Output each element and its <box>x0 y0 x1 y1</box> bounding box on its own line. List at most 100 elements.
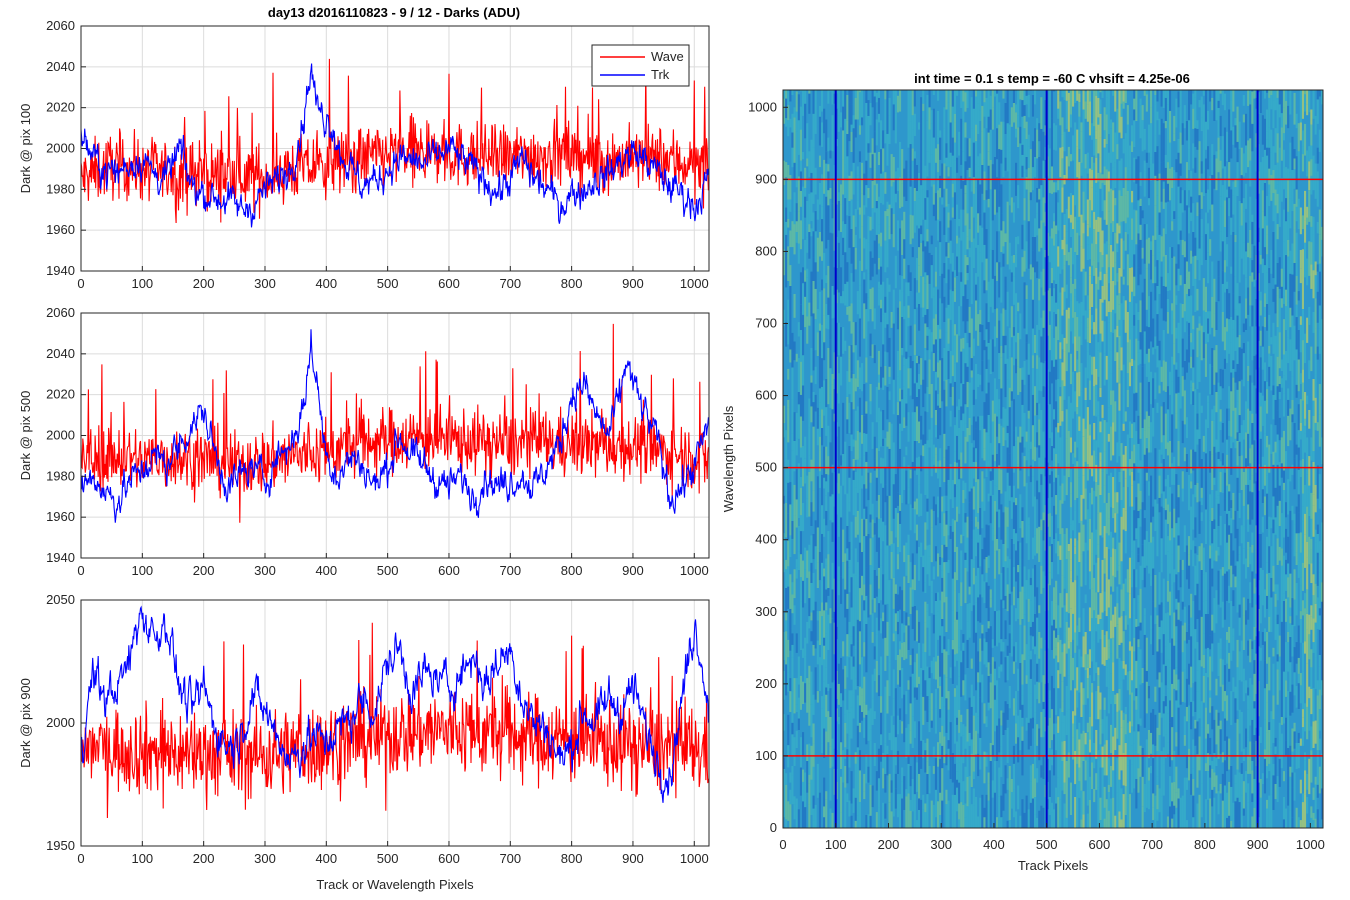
heatmap-cell <box>1183 361 1186 380</box>
heatmap-cell <box>918 721 921 746</box>
heatmap-cell <box>884 743 887 774</box>
heatmap-cell <box>1057 180 1060 191</box>
heatmap-cell <box>1198 100 1201 108</box>
heatmap-cell <box>1050 515 1054 544</box>
heatmap-cell <box>1038 278 1041 301</box>
heatmap-cell <box>1078 739 1081 751</box>
heatmap-cell <box>825 304 828 316</box>
heatmap-cell <box>947 350 950 379</box>
heatmap-cell <box>886 680 889 714</box>
heatmap-cell <box>869 103 872 126</box>
heatmap-cell <box>1207 252 1210 284</box>
heatmap-cell <box>949 756 952 779</box>
heatmap-cell <box>886 134 889 166</box>
heatmap-cell <box>896 794 900 818</box>
heatmap-cell <box>1211 296 1214 328</box>
heatmap-cell <box>829 232 832 248</box>
heatmap-cell <box>1107 312 1110 323</box>
heatmap-cell <box>829 306 832 340</box>
heatmap-cell <box>1107 792 1110 811</box>
heatmap-cell <box>964 567 967 604</box>
heatmap-cell <box>1175 327 1178 339</box>
heatmap-cell <box>1023 430 1026 448</box>
heatmap-cell <box>795 438 798 456</box>
heatmap-cell <box>1160 131 1163 163</box>
heatmap-cell <box>1122 240 1125 270</box>
heatmap-cell <box>814 262 817 289</box>
heatmap-cell <box>962 296 965 322</box>
heatmap-cell <box>816 495 819 528</box>
heatmap-cell <box>865 624 868 655</box>
heatmap-cell <box>1230 130 1233 159</box>
heatmap-cell <box>1074 457 1077 467</box>
heatmap-cell <box>802 781 805 802</box>
heatmap-cell <box>970 804 973 828</box>
heatmap-cell <box>1137 595 1140 603</box>
heatmap-cell <box>1181 239 1184 255</box>
heatmap-cell <box>863 323 866 339</box>
heatmap-cell <box>1059 342 1062 359</box>
heatmap-cell <box>1099 797 1102 820</box>
heatmap-cell <box>1072 520 1075 531</box>
heatmap-cell <box>1114 262 1117 286</box>
heatmap-cell <box>1190 212 1193 222</box>
heatmap-cell <box>1190 342 1193 357</box>
heatmap-cell <box>1029 577 1032 586</box>
heatmap-cell <box>1204 286 1208 312</box>
middle-xtick-label: 900 <box>622 563 644 578</box>
heatmap-cell <box>821 122 824 147</box>
heatmap-cell <box>802 681 805 704</box>
heatmap-cell <box>1114 232 1117 263</box>
top-series-group <box>81 58 709 228</box>
heatmap-cell <box>1042 771 1045 779</box>
heatmap-cell <box>985 642 988 668</box>
heatmap-cell <box>1173 170 1176 185</box>
heatmap-cell <box>1053 337 1056 367</box>
heatmap-cell <box>1120 195 1123 222</box>
heatmap-cell <box>884 574 887 605</box>
heatmap-cell <box>1207 733 1210 754</box>
heatmap-cell <box>1048 105 1051 129</box>
heatmap-cell <box>804 90 807 104</box>
heatmap-cell <box>1019 566 1022 592</box>
heatmap-cell <box>831 669 834 683</box>
heatmap-cell <box>1055 466 1058 478</box>
heatmap-cell <box>1150 766 1153 774</box>
heatmap-cell <box>920 668 923 694</box>
heatmap-cell <box>888 391 891 400</box>
heatmap-cell <box>1017 366 1020 395</box>
heatmap-cell <box>1160 463 1163 494</box>
heatmap-cell <box>1053 123 1056 141</box>
heatmap-cell <box>1010 357 1013 392</box>
heatmap-cell <box>833 352 836 379</box>
heatmap-cell <box>1114 162 1117 188</box>
heatmap-cell <box>804 167 807 188</box>
heatmap-cell <box>1183 190 1186 211</box>
heatmap-cell <box>1046 693 1049 726</box>
heatmap-cell <box>888 580 891 606</box>
heatmap-cell <box>932 614 935 634</box>
heatmap-cell <box>827 205 830 227</box>
heatmap-cell <box>1166 409 1170 443</box>
heatmap-cell <box>1164 286 1167 322</box>
heatmap-cell <box>975 461 978 483</box>
heatmap-cell <box>1217 276 1220 302</box>
heatmap-cell <box>1166 713 1170 743</box>
heatmap-cell <box>972 416 975 441</box>
heatmap-cell <box>1192 817 1195 828</box>
heatmap-cell <box>1162 161 1165 182</box>
heatmap-cell <box>1228 534 1231 570</box>
heatmap-cell <box>861 250 864 271</box>
heatmap-cell <box>1126 569 1129 593</box>
heatmap-cell <box>951 753 954 783</box>
heatmap-cell <box>934 601 938 616</box>
heatmap-cell <box>970 488 973 521</box>
heatmap-cell <box>1114 466 1117 493</box>
heatmap-cell <box>1177 420 1180 441</box>
heatmap-cell <box>1198 693 1201 719</box>
heatmap-cell <box>823 699 826 729</box>
heatmap-cell <box>1010 539 1013 570</box>
heatmap-cell <box>1095 618 1098 632</box>
heatmap-cell <box>896 594 900 612</box>
heatmap-cell <box>918 773 921 799</box>
